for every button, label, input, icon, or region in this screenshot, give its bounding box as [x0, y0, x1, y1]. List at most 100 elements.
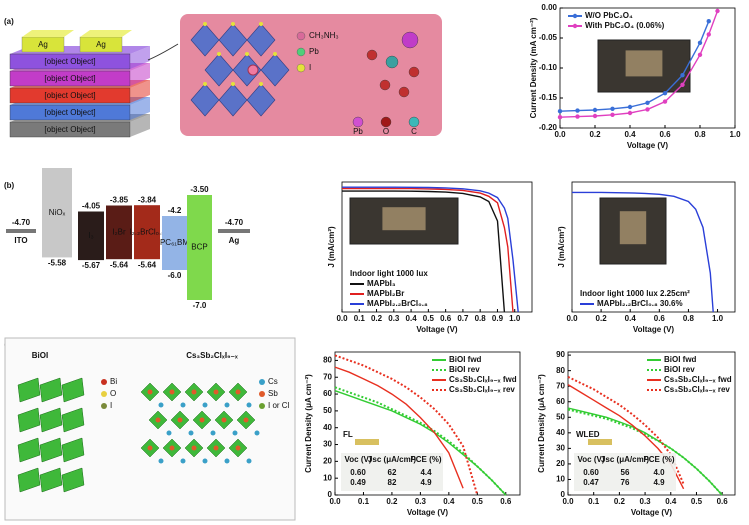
atom	[235, 445, 241, 451]
atom-label: O	[110, 389, 116, 398]
band-top-label: -4.05	[82, 202, 101, 211]
cation	[246, 458, 252, 464]
band-name: NiOₓ	[49, 208, 66, 217]
table-cell: 0.49	[350, 478, 366, 487]
x-tick-label: 0.5	[423, 314, 435, 323]
bioi-layer	[39, 407, 63, 433]
marker	[662, 91, 668, 96]
atom	[177, 417, 183, 423]
x-tick-label: 0.4	[624, 130, 636, 139]
inset-label: FL	[343, 430, 353, 439]
x-tick-label: 0.5	[691, 497, 703, 506]
table-cell: 4.9	[420, 478, 432, 487]
bioi-layer	[17, 407, 41, 433]
octahedron	[232, 53, 262, 87]
series-line	[567, 407, 723, 496]
molecule-atom	[366, 49, 378, 61]
atom	[231, 22, 235, 26]
bioi-layer	[61, 377, 85, 403]
legend-label: Cs₃Sb₂ClₓI₉₋ₓ rev	[449, 385, 515, 394]
energy-band	[162, 216, 187, 270]
x-tick-label: 0.2	[596, 314, 608, 323]
cation	[224, 458, 230, 464]
atom-key	[101, 403, 107, 409]
x-tick-label: 1.0	[712, 314, 724, 323]
series-line	[334, 354, 479, 496]
molecule-atom	[408, 66, 420, 78]
marker	[557, 109, 563, 114]
y-tick-label: -0.20	[539, 123, 558, 132]
x-tick-label: 0.3	[415, 497, 427, 506]
legend-label: MAPbI₂.₂BrCl₀.₈	[367, 299, 428, 308]
atom	[235, 389, 241, 395]
y-tick-label: 40	[323, 423, 332, 432]
panel-label: (b)	[4, 181, 15, 190]
table-header: PCE (%)	[410, 455, 441, 464]
atom	[147, 389, 153, 395]
legend-label: With PbC₂O₄ (0.06%)	[585, 21, 665, 30]
y-tick-label: 80	[556, 366, 565, 375]
bioi-layer	[39, 377, 63, 403]
table-cell: 4.9	[653, 478, 665, 487]
table-header: Jsc (μA/cm²)	[368, 455, 416, 464]
crystal-title: Cs₃Sb₂ClₓI₉₋ₓ	[186, 351, 238, 360]
x-tick-label: 0.2	[614, 497, 626, 506]
table-header: PCE (%)	[643, 455, 674, 464]
atom-label: O	[383, 127, 389, 136]
atom-key	[380, 116, 392, 128]
series-line	[334, 366, 464, 489]
x-axis-label: Voltage (V)	[416, 325, 458, 334]
marker	[610, 106, 615, 112]
cation	[202, 458, 208, 464]
x-tick-label: 0.8	[683, 314, 695, 323]
bioi-layer	[17, 467, 41, 493]
marker	[592, 107, 598, 113]
octahedron	[204, 53, 234, 87]
bioi-layer	[61, 407, 85, 433]
band-top-label: -3.85	[110, 196, 129, 205]
cation	[166, 430, 172, 436]
x-tick-label: 0.4	[443, 497, 455, 506]
structure-box	[180, 14, 442, 136]
atom	[259, 82, 263, 86]
level-label: -4.70	[12, 218, 31, 227]
legend-label: Cs₃Sb₂ClₓI₉₋ₓ fwd	[664, 375, 732, 384]
table-cell: 82	[388, 478, 397, 487]
panel-label: (a)	[4, 17, 14, 26]
x-tick-label: 0.6	[654, 314, 666, 323]
cation	[210, 430, 216, 436]
marker	[680, 73, 685, 78]
atom-key	[408, 116, 420, 128]
device-layer-side	[130, 46, 150, 69]
x-tick-label: 0.1	[358, 497, 370, 506]
legend-marker	[572, 13, 578, 19]
series-line	[572, 191, 714, 313]
energy-band	[187, 195, 212, 300]
atom	[147, 445, 153, 451]
atom	[155, 417, 161, 423]
table-cell: 56	[621, 468, 630, 477]
x-tick-label: 1.0	[509, 314, 521, 323]
series-line	[559, 20, 710, 112]
cation	[188, 430, 194, 436]
table-bg	[574, 453, 676, 491]
cation	[202, 402, 208, 408]
y-tick-label: 20	[323, 456, 332, 465]
electrode-label: Ag	[38, 40, 48, 49]
y-tick-label: 0.00	[541, 3, 557, 12]
marker	[680, 82, 685, 88]
x-tick-label: 0.1	[588, 497, 600, 506]
band-bottom-label: -5.64	[110, 260, 129, 269]
marker	[706, 32, 711, 37]
marker	[592, 113, 598, 119]
table-cell: 4.4	[420, 468, 432, 477]
x-tick-label: 0.6	[659, 130, 671, 139]
table-cell: 0.47	[583, 478, 599, 487]
marker	[610, 112, 615, 118]
atom	[199, 417, 205, 423]
x-axis-label: Voltage (V)	[627, 141, 669, 150]
atom	[203, 82, 207, 86]
atom	[169, 389, 175, 395]
device-layer-label: [object Object]	[44, 57, 95, 66]
cation	[247, 64, 259, 76]
